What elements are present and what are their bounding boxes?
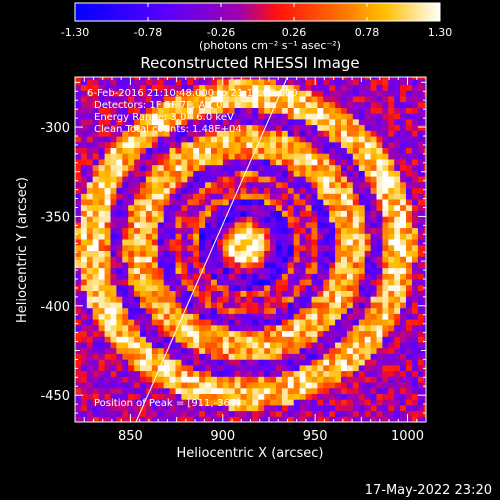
colorbar (74, 2, 441, 22)
colorbar-tick-label: 0.78 (355, 26, 380, 39)
colorbar-tick-label: 0.26 (282, 26, 307, 39)
heatmap-image (75, 77, 426, 422)
y-tick-label: -350 (40, 210, 70, 225)
colorbar-tick-label: 1.30 (428, 26, 453, 39)
x-tick-label: 1000 (391, 429, 424, 444)
annotation-line: Energy Range: 3.0 - 6.0 keV (94, 112, 234, 123)
annotation-line: Detectors: 1F 5F 7F, Att 0 (94, 100, 222, 111)
colorbar-tick-label: -1.30 (61, 26, 89, 39)
x-axis-label: Heliocentric X (arcsec) (177, 446, 324, 461)
annotation-line: Position of Peak = [911,-367] (94, 398, 240, 409)
y-tick-label: -300 (40, 121, 70, 136)
x-tick-label: 900 (210, 429, 235, 444)
colorbar-ticks: -1.30 -0.78 -0.26 0.26 0.78 1.30 (61, 3, 452, 39)
y-tick-label: -400 (40, 300, 70, 315)
chart-title: Reconstructed RHESSI Image (140, 54, 359, 72)
colorbar-tick-label: -0.78 (134, 26, 162, 39)
axis-ticks: 850 900 950 1000 -300 -350 -400 -450 (40, 77, 426, 444)
annotation-block: 6-Feb-2016 21:10:48.000 to 21:12:08.000D… (87, 88, 298, 409)
y-tick-label: -450 (40, 389, 70, 404)
footer-timestamp: 17-May-2022 23:20 (365, 483, 492, 498)
annotation-line: Clean Total counts: 1.48E+04 (94, 124, 242, 135)
annotation-line: 6-Feb-2016 21:10:48.000 to 21:12:08.000 (87, 88, 298, 99)
colorbar-unit-label: (photons cm⁻² s⁻¹ asec⁻²) (199, 39, 341, 52)
x-tick-label: 950 (303, 429, 328, 444)
colorbar-tick-label: -0.26 (207, 26, 235, 39)
x-tick-label: 850 (118, 429, 143, 444)
y-axis-label: Heliocentric Y (arcsec) (15, 177, 30, 323)
solar-limb-line (135, 77, 288, 422)
